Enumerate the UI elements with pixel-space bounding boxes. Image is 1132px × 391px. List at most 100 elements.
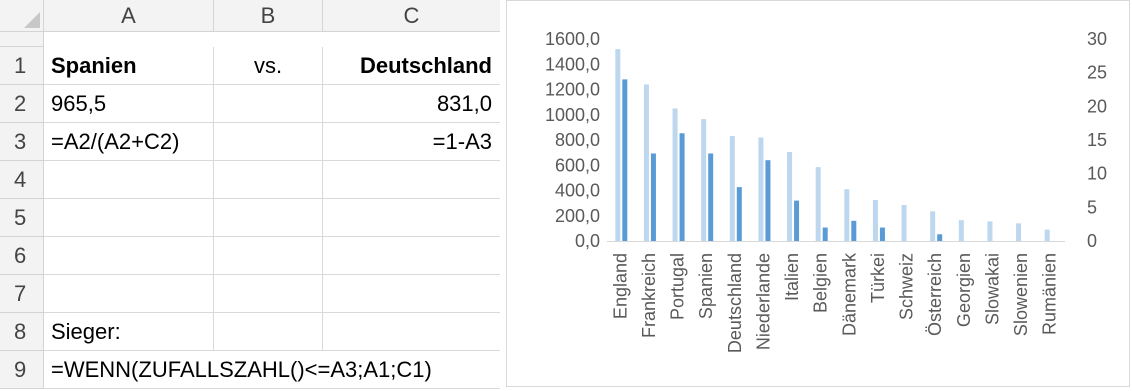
row-header-6[interactable]: 6 [0,237,44,275]
cell-a8[interactable]: Sieger: [44,313,214,351]
bar-chart: 0,0 200,0 400,0 600,0 800,0 1000,0 1200,0 1400,… [545,29,1107,353]
bar-series-2 [708,153,714,241]
x-category-label: Dänemark [839,252,859,336]
bar-series-1 [815,167,821,241]
y-right-tick-label: 0 [1087,231,1097,251]
bar-series-1 [958,220,964,241]
cell-c3[interactable]: =1-A3 [323,123,500,161]
x-category-label: Türkei [868,253,888,303]
bar-series-2 [822,227,828,241]
bar-series-1 [844,189,850,241]
y-left-tick-label: 1400,0 [545,54,600,74]
y-left-tick-label: 1000,0 [545,105,600,125]
bar-series-2 [794,200,800,241]
bar-series-1 [729,136,735,241]
row-header-7[interactable]: 7 [0,275,44,313]
cell-a7[interactable] [44,275,214,313]
y-left-tick-label: 200,0 [555,206,600,226]
bar-series-1 [1044,229,1050,241]
cell-c7[interactable] [323,275,500,313]
bar-series-1 [615,49,621,241]
x-category-label: Niederlande [753,253,773,350]
y-right-tick-label: 15 [1087,130,1107,150]
cell-c1[interactable]: Deutschland [323,47,500,85]
y-right-tick-label: 30 [1087,29,1107,49]
bar-series-1 [872,199,878,241]
bar-series-1 [643,84,649,241]
cell-c2[interactable]: 831,0 [323,85,500,123]
bar-series-1 [672,108,678,241]
x-category-label: Spanien [696,253,716,319]
bar-series-2 [679,133,685,241]
x-category-label: Portugal [668,253,688,320]
cell-a9[interactable]: =WENN(ZUFALLSZAHL()<=A3;A1;C1) [44,351,500,389]
bar-series-2 [879,227,885,241]
cell-b6[interactable] [214,237,323,275]
bar-series-2 [851,220,857,241]
cell-b1[interactable]: vs. [214,47,323,85]
cell-a3[interactable]: =A2/(A2+C2) [44,123,214,161]
bar-series-2 [765,160,771,241]
x-category-label: Rumänien [1040,253,1060,335]
cell-a2[interactable]: 965,5 [44,85,214,123]
cell-a4[interactable] [44,161,214,199]
cell-b4[interactable] [214,161,323,199]
cell-c8[interactable] [323,313,500,351]
bar-series-1 [987,221,993,241]
x-category-label: Georgien [954,253,974,327]
spreadsheet: A B C 1 2 3 4 5 6 7 8 9 Spanien vs. Deut… [0,0,500,389]
bar-series-2 [937,234,943,241]
x-category-label: Deutschland [725,253,745,353]
row-header-2[interactable]: 2 [0,85,44,123]
y-left-tick-label: 400,0 [555,181,600,201]
row-header-3[interactable]: 3 [0,123,44,161]
y-left-tick-label: 600,0 [555,155,600,175]
x-category-label: Schweiz [897,253,917,320]
cell-b5[interactable] [214,199,323,237]
row-header-8[interactable]: 8 [0,313,44,351]
x-category-label: Belgien [811,253,831,313]
cell-c5[interactable] [323,199,500,237]
bar-series-1 [901,205,907,241]
cell-a1[interactable]: Spanien [44,47,214,85]
cell-c6[interactable] [323,237,500,275]
row-header-1[interactable]: 1 [0,47,44,85]
column-header-a[interactable]: A [44,0,214,32]
bar-series-1 [758,137,764,241]
bar-series-1 [1016,223,1022,241]
cell-b3[interactable] [214,123,323,161]
y-left-tick-label: 1600,0 [545,29,600,49]
bar-series-1 [787,151,793,241]
cell-b8[interactable] [214,313,323,351]
bar-series-1 [930,211,936,241]
chart-area[interactable]: 0,0 200,0 400,0 600,0 800,0 1000,0 1200,0 1400,… [506,0,1130,387]
y-left-tick-label: 800,0 [555,130,600,150]
select-all-corner[interactable] [0,0,44,32]
column-header-b[interactable]: B [214,0,323,32]
cell-b2[interactable] [214,85,323,123]
cell-b7[interactable] [214,275,323,313]
x-category-label: Italien [782,253,802,301]
select-all-triangle-icon [24,12,40,28]
y-left-tick-label: 1200,0 [545,80,600,100]
bar-series-2 [650,153,656,241]
y-right-tick-label: 20 [1087,96,1107,116]
bar-series-2 [622,79,628,242]
cell-c4[interactable] [323,161,500,199]
x-category-label: Frankreich [639,253,659,338]
row-header-9[interactable]: 9 [0,351,44,389]
y-left-tick-label: 0,0 [575,231,600,251]
x-category-label: England [610,253,630,319]
y-right-tick-label: 5 [1087,197,1097,217]
row-header-5[interactable]: 5 [0,199,44,237]
column-header-c[interactable]: C [323,0,500,32]
cell-a6[interactable] [44,237,214,275]
y-right-tick-label: 10 [1087,164,1107,184]
row-header-4[interactable]: 4 [0,161,44,199]
bar-series-1 [701,119,707,241]
x-category-label: Slowenien [1011,253,1031,336]
bar-series-2 [736,187,742,241]
row-header-spacer [0,32,44,47]
cell-a5[interactable] [44,199,214,237]
x-category-label: Slowakai [982,253,1002,325]
